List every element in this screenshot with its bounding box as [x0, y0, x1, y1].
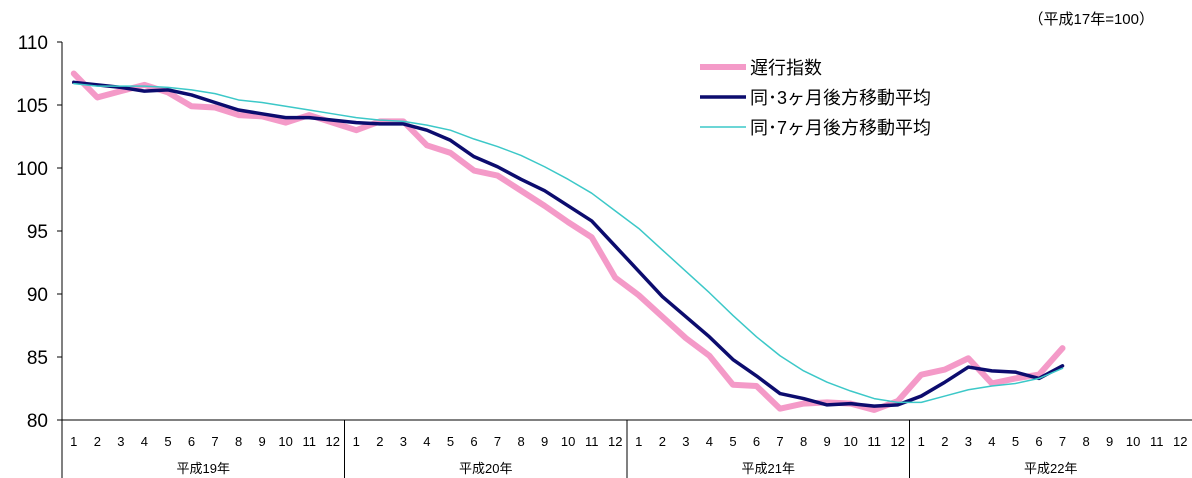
x-tick-label-month: 4: [988, 434, 995, 449]
series-line-lagging-index: [70, 70, 1066, 413]
x-tick-label-month: 5: [1012, 434, 1019, 449]
legend: 遅行指数 同･3ヶ月後方移動平均 同･7ヶ月後方移動平均: [700, 52, 931, 142]
x-tick-label-month: 6: [188, 434, 195, 449]
x-tick-label-month: 3: [682, 434, 689, 449]
legend-item-3month-avg: 同･3ヶ月後方移動平均: [700, 82, 931, 112]
x-tick-label-month: 2: [659, 434, 666, 449]
x-tick-label-month: 12: [1173, 434, 1187, 449]
x-year-label: 平成19年: [177, 461, 230, 476]
x-tick-label-month: 4: [141, 434, 148, 449]
legend-swatch-3month-avg: [700, 95, 746, 99]
y-tick-label: 80: [27, 411, 48, 432]
x-tick-label-month: 8: [235, 434, 242, 449]
x-tick-label-month: 1: [918, 434, 925, 449]
x-year-label: 平成22年: [1024, 461, 1077, 476]
x-tick-label-month: 4: [706, 434, 713, 449]
x-tick-label-month: 9: [541, 434, 548, 449]
unit-note: （平成17年=100）: [1028, 11, 1154, 28]
y-tick-label: 95: [27, 222, 48, 243]
x-tick-label-month: 12: [608, 434, 622, 449]
series-layer: [70, 70, 1066, 413]
y-tick-label: 100: [16, 159, 48, 180]
x-tick-label-month: 1: [70, 434, 77, 449]
x-tick-label-month: 10: [843, 434, 857, 449]
x-tick-label-month: 12: [325, 434, 339, 449]
x-tick-label-month: 11: [1150, 434, 1164, 449]
x-tick-label-month: 10: [1126, 434, 1140, 449]
x-tick-label-month: 6: [470, 434, 477, 449]
legend-item-7month-avg: 同･7ヶ月後方移動平均: [700, 112, 931, 142]
x-year-label: 平成20年: [459, 461, 512, 476]
legend-swatch-lagging-index: [700, 64, 746, 70]
x-tick-label-month: 12: [890, 434, 904, 449]
legend-label-7month-avg: 同･7ヶ月後方移動平均: [750, 118, 932, 138]
x-tick-label-month: 9: [258, 434, 265, 449]
x-year-label: 平成21年: [742, 461, 795, 476]
x-tick-label-month: 10: [561, 434, 575, 449]
x-tick-label-month: 6: [753, 434, 760, 449]
x-tick-label-month: 2: [941, 434, 948, 449]
x-tick-label-month: 1: [353, 434, 360, 449]
x-tick-label-month: 8: [800, 434, 807, 449]
legend-label-3month-avg: 同･3ヶ月後方移動平均: [750, 88, 932, 108]
x-tick-label-month: 9: [823, 434, 830, 449]
x-tick-label-month: 2: [376, 434, 383, 449]
x-tick-label-month: 5: [164, 434, 171, 449]
y-tick-label: 90: [27, 285, 48, 306]
y-tick-label: 105: [16, 96, 48, 117]
x-tick-label-month: 1: [635, 434, 642, 449]
x-tick-label-month: 2: [94, 434, 101, 449]
x-tick-label-month: 6: [1035, 434, 1042, 449]
x-tick-label-month: 3: [117, 434, 124, 449]
series-line-7month-avg: [73, 82, 1064, 404]
legend-swatch-7month-avg: [700, 126, 746, 128]
x-tick-label-month: 10: [278, 434, 292, 449]
x-tick-label-month: 4: [423, 434, 430, 449]
x-tick-label-month: 8: [517, 434, 524, 449]
x-tick-label-month: 7: [1059, 434, 1066, 449]
x-tick-label-month: 8: [1082, 434, 1089, 449]
x-tick-label-month: 7: [211, 434, 218, 449]
x-tick-label-month: 7: [494, 434, 501, 449]
x-tick-label-month: 7: [776, 434, 783, 449]
y-tick-label: 85: [27, 348, 48, 369]
x-tick-label-month: 3: [965, 434, 972, 449]
x-tick-label-month: 11: [867, 434, 881, 449]
x-tick-label-month: 3: [400, 434, 407, 449]
x-tick-label-month: 11: [585, 434, 599, 449]
series-line-3month-avg: [72, 80, 1065, 408]
y-tick-label: 110: [18, 33, 48, 54]
x-tick-label-month: 5: [447, 434, 454, 449]
x-tick-label-month: 11: [302, 434, 316, 449]
legend-label-lagging-index: 遅行指数: [750, 58, 822, 78]
legend-item-lagging-index: 遅行指数: [700, 52, 931, 82]
x-tick-label-month: 5: [729, 434, 736, 449]
x-tick-label-month: 9: [1106, 434, 1113, 449]
